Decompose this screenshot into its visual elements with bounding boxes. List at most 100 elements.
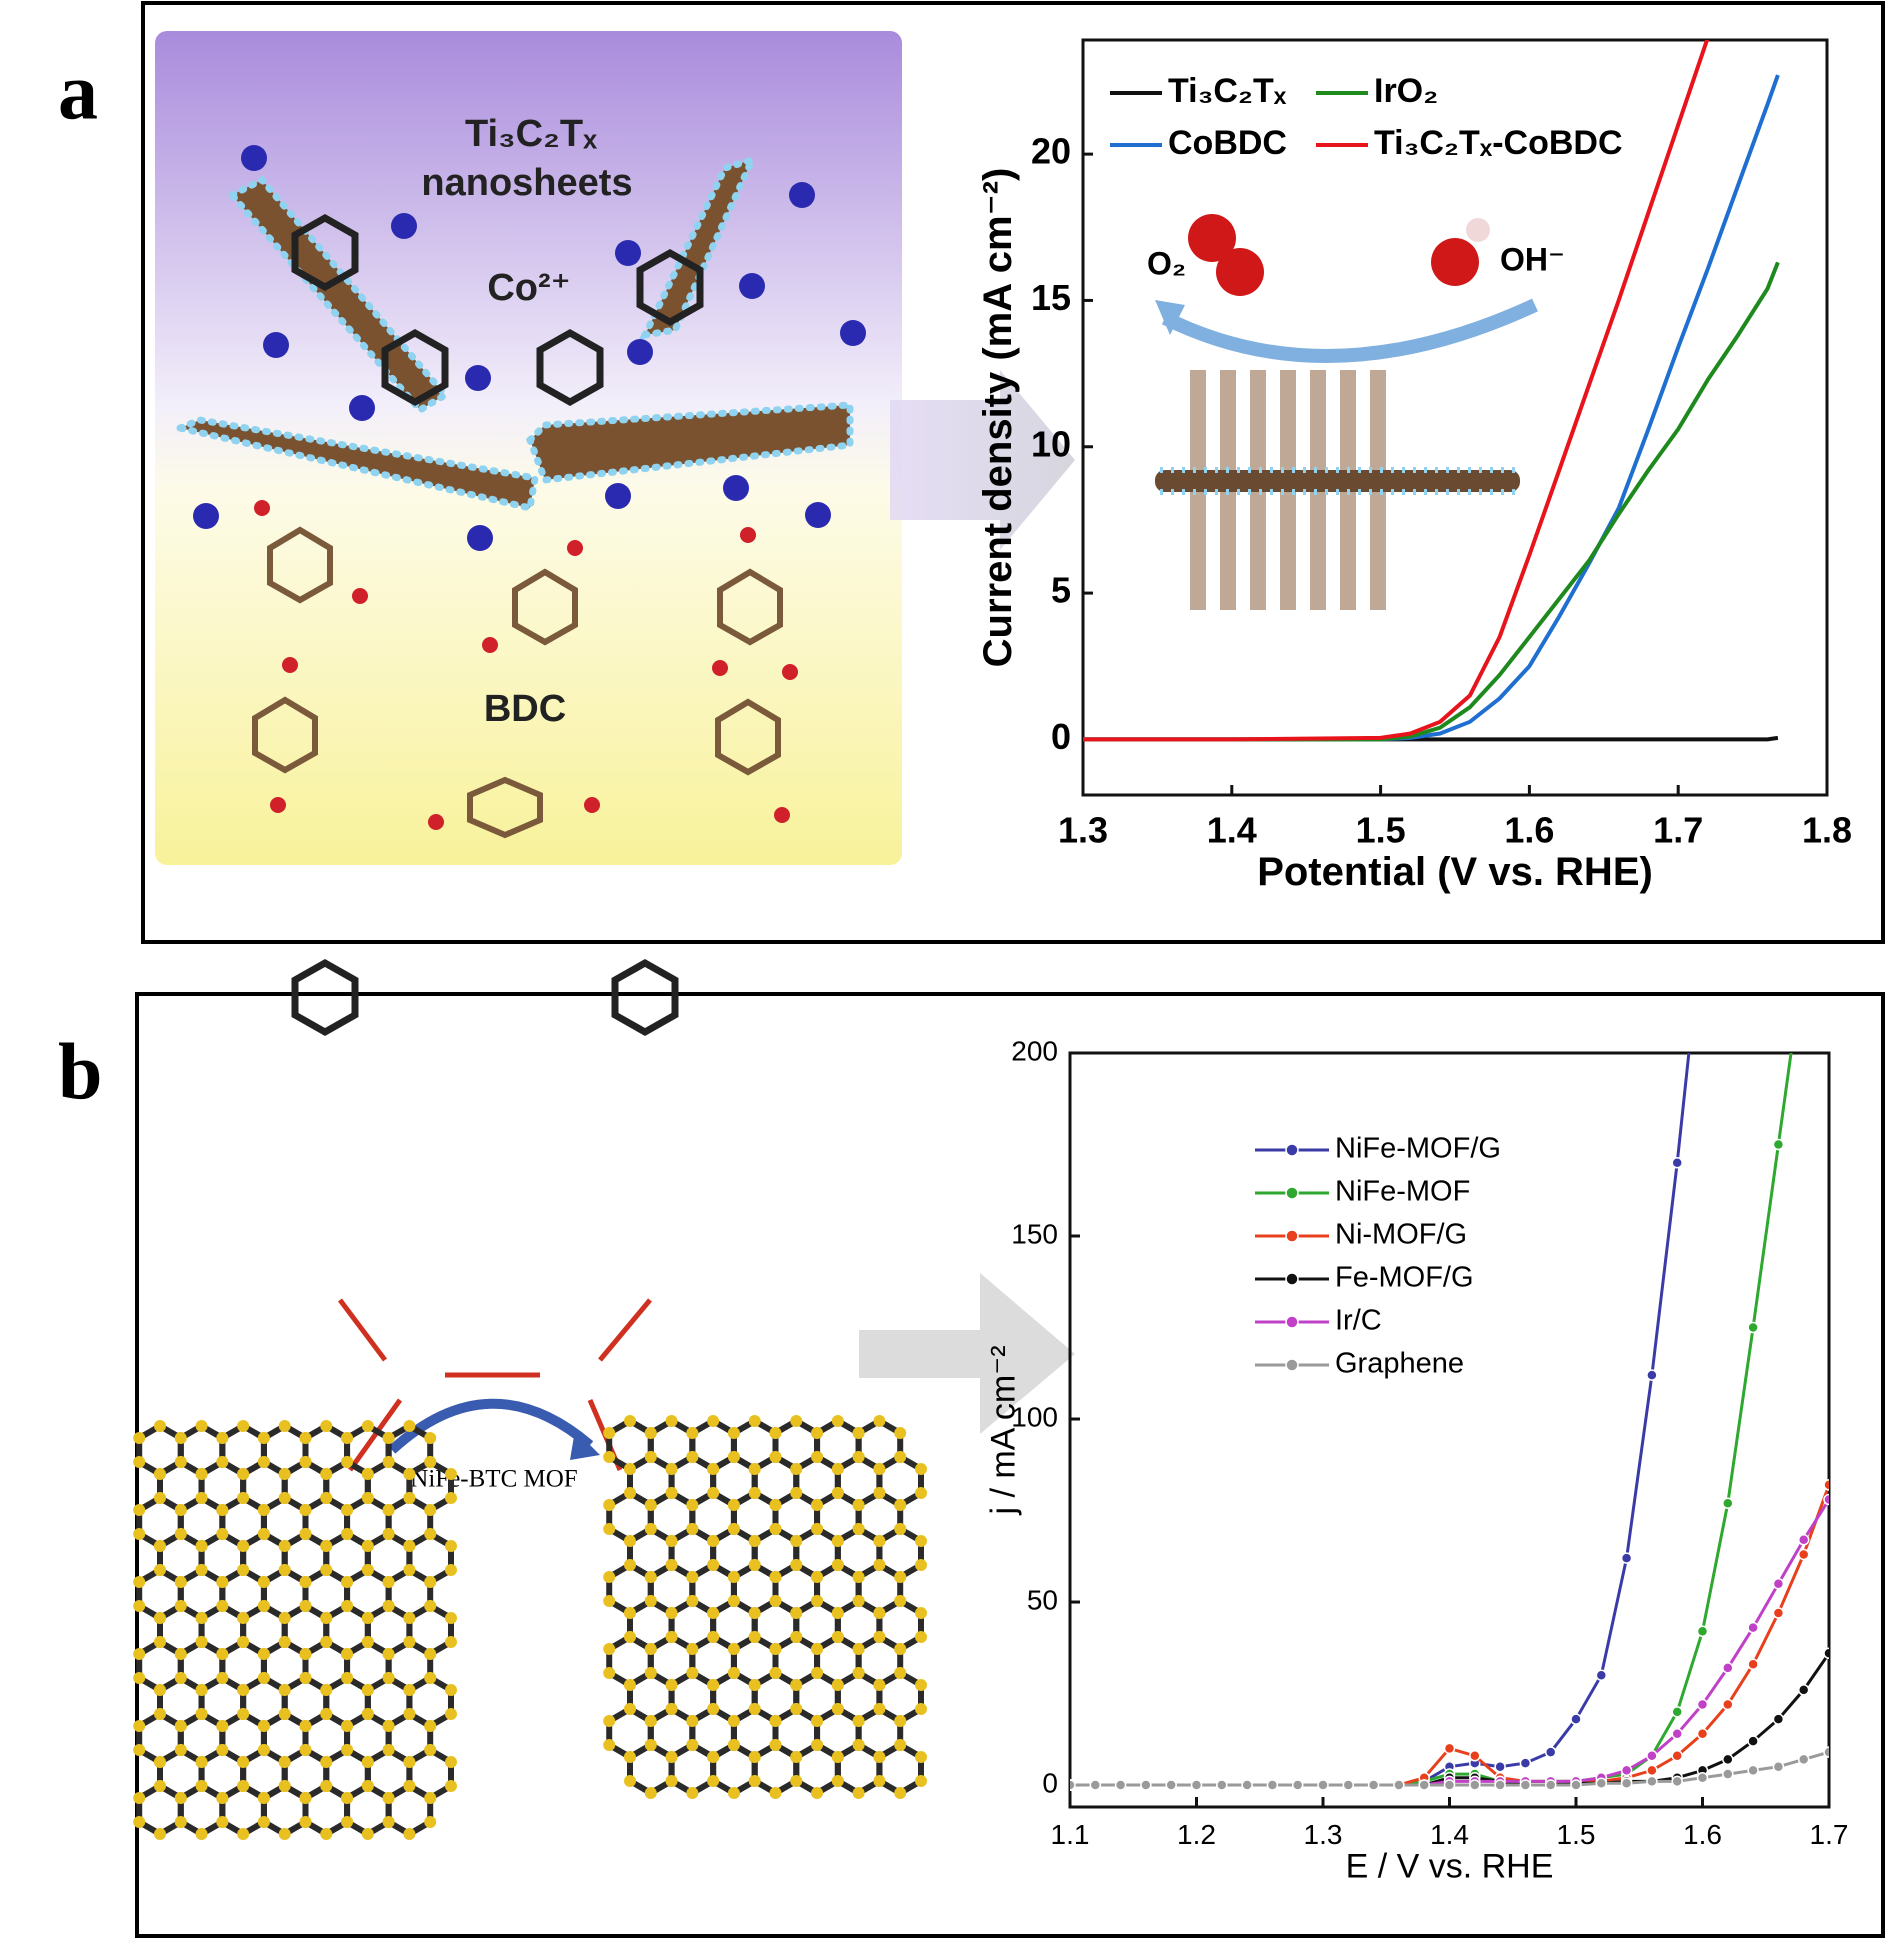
y-tick-label: 50 [1027, 1584, 1058, 1615]
legend-label: Ti₃C₂Tₓ [1168, 72, 1287, 110]
schematic-b: NiFe-BTC MOF [133, 213, 927, 1840]
data-point [1317, 1779, 1329, 1791]
series-line [1070, 1484, 1829, 1787]
data-point [1570, 1713, 1582, 1725]
panel-label: a [58, 48, 98, 136]
data-point [1797, 1548, 1810, 1561]
arrowhead [570, 1430, 600, 1460]
legend-marker [1285, 1358, 1299, 1372]
oxygen-atoms [254, 500, 798, 830]
data-point [1620, 1777, 1633, 1789]
data-point [1747, 1621, 1759, 1634]
data-point [1070, 1779, 1076, 1791]
series-line [1070, 1498, 1829, 1787]
data-point [1747, 1735, 1759, 1747]
x-tick-label: 1.5 [1557, 1819, 1596, 1850]
y-tick-label: 15 [1031, 277, 1071, 318]
schematic-label: Ti₃C₂Tₓ [465, 113, 597, 155]
curved-arrow [388, 1398, 594, 1454]
data-point [1241, 1779, 1253, 1791]
x-tick-label: 1.5 [1356, 809, 1406, 850]
legend-label: CoBDC [1168, 124, 1287, 162]
y-tick-label: 10 [1031, 423, 1071, 464]
data-point [1519, 1779, 1532, 1791]
nanosheets [168, 154, 854, 513]
panel-label: b [58, 1028, 103, 1116]
arrow [859, 1273, 1075, 1434]
data-point [1823, 1479, 1829, 1491]
legend-label: NiFe-MOF [1335, 1176, 1470, 1208]
data-point [1747, 1658, 1759, 1671]
data-point [1367, 1779, 1380, 1791]
legend-label: IrO₂ [1374, 72, 1438, 110]
plot-area [1083, 40, 1780, 742]
legend-label: Ir/C [1335, 1305, 1382, 1337]
x-tick-label: 1.4 [1207, 809, 1257, 850]
data-point [1646, 1369, 1658, 1381]
y-tick-label: 20 [1031, 131, 1071, 172]
mof-molecule [291, 213, 704, 1037]
data-point [1696, 1698, 1709, 1711]
data-point [1772, 1713, 1785, 1725]
graphene-sheet [133, 1420, 457, 1840]
data-point [1646, 1775, 1658, 1788]
x-tick-label: 1.7 [1653, 809, 1703, 850]
data-point [1671, 1157, 1683, 1169]
data-point [1772, 1760, 1785, 1773]
mof-links [338, 1298, 652, 1472]
data-point [1671, 1706, 1683, 1718]
panel-frame [141, 1, 1885, 944]
y-axis-label: Current density (mA cm⁻²) [976, 168, 1020, 668]
data-point [1544, 1779, 1557, 1791]
data-point [1570, 1779, 1582, 1791]
legend-marker [1285, 1186, 1299, 1200]
x-tick-label: 1.6 [1683, 1819, 1722, 1850]
data-point [1799, 956, 1809, 966]
legend-marker [1285, 1229, 1299, 1243]
data-point [1165, 1779, 1177, 1791]
y-tick-label: 100 [1011, 1401, 1058, 1432]
data-point [1722, 1753, 1734, 1766]
data-point [1797, 1753, 1810, 1766]
oxygen-atom [1216, 248, 1264, 296]
data-point [1747, 1764, 1759, 1777]
data-point [1823, 1746, 1829, 1758]
y-tick-label: 200 [1011, 1035, 1058, 1066]
arrow [890, 370, 1075, 550]
data-point [1772, 1607, 1785, 1619]
arrowhead [1155, 300, 1185, 335]
data-point [1114, 1779, 1127, 1791]
x-tick-label: 1.3 [1058, 809, 1108, 850]
legend-marker [1285, 1315, 1299, 1329]
x-tick-label: 1.7 [1810, 1819, 1849, 1850]
data-point [1797, 1684, 1810, 1696]
data-point [1469, 1750, 1481, 1762]
x-tick-label: 1.1 [1051, 1819, 1090, 1850]
data-point [1418, 1779, 1430, 1791]
x-tick-label: 1.2 [1177, 1819, 1216, 1850]
co-ions [193, 145, 866, 551]
schematic-a: Ti₃C₂Tₓ nanosheets Co²⁺ BDC [155, 31, 902, 865]
series-line [1083, 261, 1780, 742]
data-point [1544, 1746, 1557, 1758]
data-point [1190, 1779, 1203, 1791]
data-point [1494, 1760, 1506, 1773]
schematic-label: nanosheets [421, 162, 632, 204]
data-point [1469, 1779, 1481, 1791]
data-point [1494, 1779, 1506, 1791]
data-point [1671, 1728, 1683, 1740]
data-point [1772, 1577, 1785, 1590]
series-line [1083, 74, 1780, 742]
data-point [1671, 1775, 1683, 1788]
data-point [1595, 1669, 1608, 1681]
oxygen-atom [1188, 214, 1236, 262]
data-point [1722, 1768, 1734, 1780]
x-axis-label: E / V vs. RHE [1346, 1848, 1554, 1886]
x-tick-label: 1.3 [1304, 1819, 1343, 1850]
data-point [1646, 1750, 1658, 1762]
oxygen-atom [1431, 238, 1479, 286]
chart: 1.1 1.2 1.3 1.4 1.5 1.6 1.7 0 50 100 150 200 E / V v… [985, 956, 1849, 1886]
legend-marker [1285, 1272, 1299, 1286]
data-point [1797, 1534, 1810, 1546]
plot-frame [1081, 38, 1829, 797]
